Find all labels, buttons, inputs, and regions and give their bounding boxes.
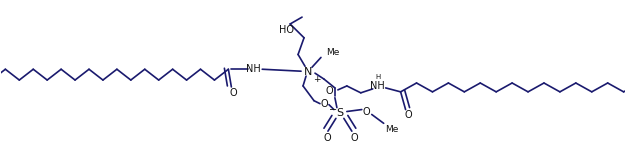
Text: H: H [375, 74, 381, 80]
Text: O: O [363, 107, 371, 117]
Text: O: O [405, 110, 413, 121]
Text: O: O [350, 133, 357, 143]
Text: +: + [313, 75, 321, 83]
Text: O: O [323, 133, 331, 143]
Text: O: O [325, 86, 333, 96]
Text: HO: HO [279, 25, 294, 35]
Text: O: O [320, 99, 328, 109]
Text: −: − [329, 105, 337, 115]
Text: S: S [336, 109, 344, 119]
Text: NH: NH [371, 81, 385, 91]
Text: NH: NH [246, 64, 260, 74]
Text: Me: Me [385, 125, 398, 134]
Text: N: N [304, 67, 312, 77]
Text: O: O [230, 88, 237, 98]
Text: Me: Me [326, 48, 339, 57]
